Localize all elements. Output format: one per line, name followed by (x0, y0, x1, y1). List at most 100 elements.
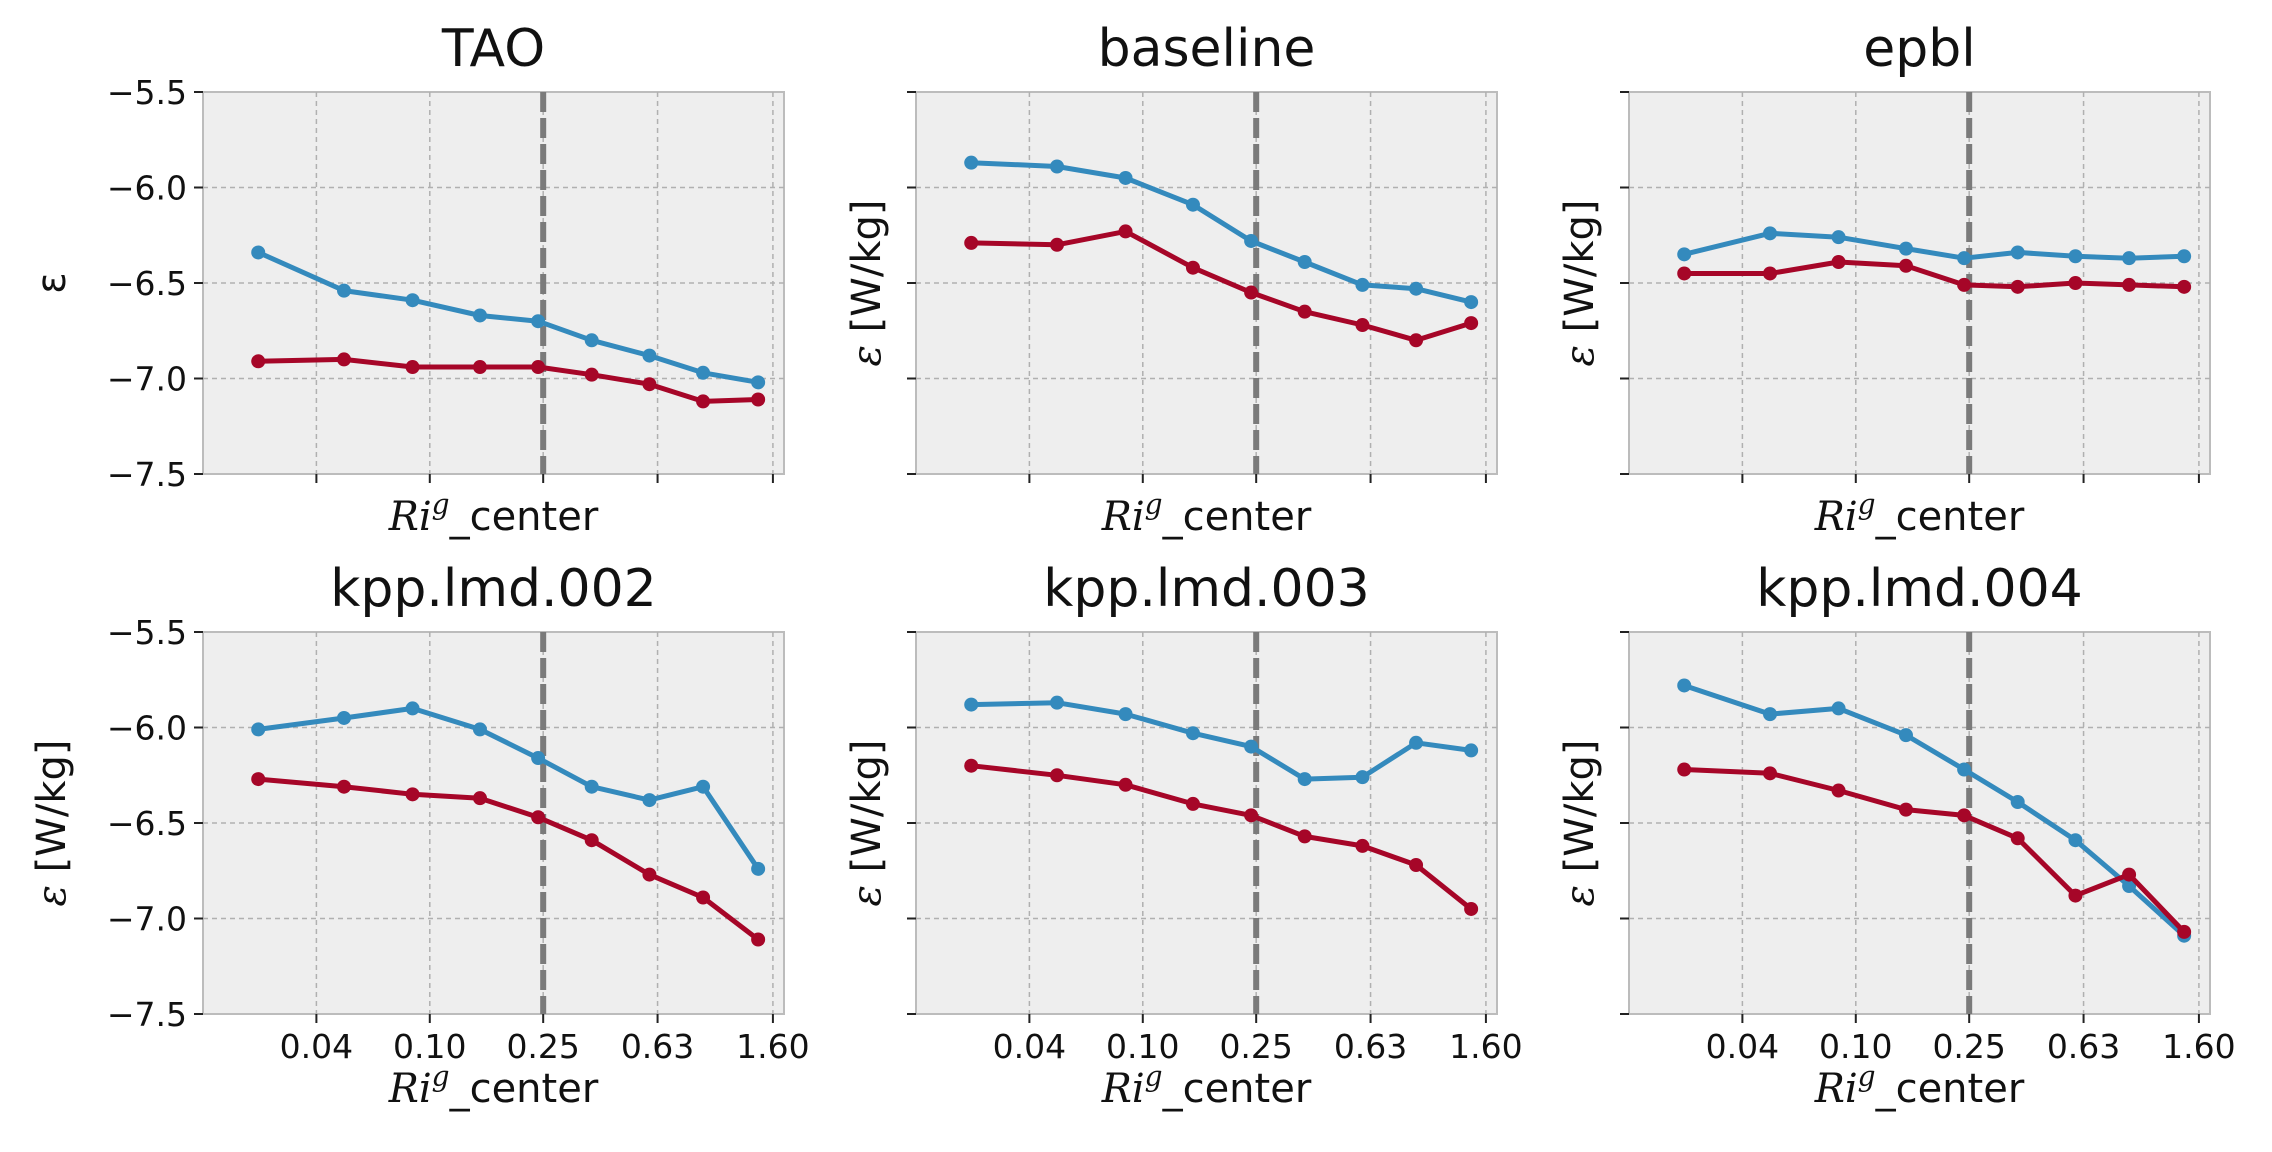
y-axis-label: ε [W/kg] (844, 740, 890, 907)
series-2-point (251, 772, 266, 787)
x-tick-label: 0.63 (2047, 1027, 2120, 1066)
series-1-point (472, 722, 487, 737)
series-2-point (1355, 318, 1370, 333)
x-axis-label: Rig_center (1101, 488, 1312, 540)
x-tick-label: 1.60 (736, 1027, 809, 1066)
x-tick-label: 0.10 (1819, 1027, 1892, 1066)
series-1-point (1957, 762, 1972, 777)
series-1-point (1831, 701, 1846, 716)
series-2-point (1957, 808, 1972, 823)
series-2-point (1185, 260, 1200, 275)
series-1-point (1185, 726, 1200, 741)
series-1-point (1763, 226, 1778, 241)
series-1-point (1297, 772, 1312, 787)
series-2-point (2122, 867, 2137, 882)
series-2-point (1297, 829, 1312, 844)
series-1-point (696, 365, 711, 380)
x-tick-label: 0.25 (1932, 1027, 2005, 1066)
subplot-5: 0.04 0.10 0.25 0.63 1.60 kpp.lmd.003 Rig_cente… (844, 559, 1523, 1112)
x-tick-label: 0.63 (1334, 1027, 1407, 1066)
series-1-point (2122, 251, 2137, 266)
x-axis-label: Rig_center (1814, 488, 2025, 540)
subplot-6: 0.04 0.10 0.25 0.63 1.60 kpp.lmd.004 Rig_cente… (1557, 559, 2236, 1112)
y-tick-label: −7.5 (107, 995, 187, 1034)
series-1-point (405, 701, 420, 716)
series-2-point (696, 890, 711, 905)
y-tick-label: −7.0 (107, 360, 187, 399)
series-2-point (2177, 924, 2192, 939)
series-2-point (1831, 783, 1846, 798)
series-1-point (1244, 233, 1259, 248)
series-1-point (1464, 295, 1479, 310)
series-2-point (1297, 304, 1312, 319)
series-1-point (472, 308, 487, 323)
series-2-point (472, 791, 487, 806)
series-1-point (751, 861, 766, 876)
y-tick-label: −6.5 (107, 264, 187, 303)
series-2-point (405, 360, 420, 375)
x-tick-label: 1.60 (2162, 1027, 2235, 1066)
series-2-point (1898, 258, 1913, 273)
y-axis-label: ε [W/kg] (1557, 740, 1603, 907)
series-1-point (1677, 247, 1692, 262)
series-2-point (2068, 276, 2083, 290)
series-2-point (405, 787, 420, 802)
y-axis-label: ε [W/kg] (1557, 200, 1603, 367)
series-1-point (1898, 241, 1913, 256)
x-tick-label: 0.04 (280, 1027, 353, 1066)
subplot-title: TAO (441, 19, 545, 79)
series-2-point (1118, 224, 1133, 239)
series-1-point (1763, 707, 1778, 722)
y-tick-label: −6.5 (107, 804, 187, 843)
x-axis-label: Rig_center (1814, 1060, 2025, 1112)
series-1-point (1957, 251, 1972, 266)
x-tick-label: 0.25 (1219, 1027, 1292, 1066)
series-2-point (584, 367, 599, 382)
series-1-point (2010, 794, 2025, 809)
series-1-point (2177, 249, 2192, 264)
subplot-4: −5.5 −6.0 −6.5 −7.0 −7.5 0.04 0.10 0.25 0.63 1.60… (29, 559, 810, 1112)
series-1-point (1831, 230, 1846, 245)
series-2-point (1763, 266, 1778, 281)
x-tick-label: 0.63 (621, 1027, 694, 1066)
series-2-point (531, 360, 546, 375)
series-1-point (1244, 739, 1259, 754)
series-1-point (531, 314, 546, 329)
x-tick-label: 0.10 (1106, 1027, 1179, 1066)
y-axis-label: ε [W/kg] (844, 200, 890, 367)
series-1-point (2122, 879, 2137, 894)
y-tick-label: −5.5 (107, 613, 187, 652)
series-1-point (337, 710, 352, 725)
series-1-point (1050, 695, 1065, 710)
series-2-point (1831, 254, 1846, 269)
series-1-point (1185, 197, 1200, 212)
x-axis-label: Rig_center (1101, 1060, 1312, 1112)
y-tick-label: −7.0 (107, 900, 187, 939)
subplot-title: epbl (1863, 19, 1975, 79)
series-1-point (531, 751, 546, 766)
series-1-point (751, 375, 766, 390)
series-1-point (1355, 770, 1370, 785)
series-2-point (1118, 777, 1133, 792)
series-2-point (1185, 796, 1200, 811)
series-2-point (1677, 266, 1692, 281)
series-1-point (251, 245, 266, 260)
x-tick-label: 0.25 (506, 1027, 579, 1066)
series-2-point (964, 235, 979, 250)
series-2-point (1957, 277, 1972, 292)
series-2-point (1409, 858, 1424, 873)
series-2-point (1050, 768, 1065, 783)
series-1-point (964, 155, 979, 170)
series-2-point (1898, 802, 1913, 817)
x-axis-label: Rig_center (388, 488, 599, 540)
series-2-point (1464, 901, 1479, 916)
x-tick-label: 0.04 (1706, 1027, 1779, 1066)
series-2-point (584, 833, 599, 848)
series-2-point (472, 360, 487, 375)
series-1-point (2010, 245, 2025, 260)
series-2-point (642, 377, 657, 392)
subplot-title: kpp.lmd.003 (1043, 559, 1370, 619)
series-1-point (696, 779, 711, 794)
subplot-title: kpp.lmd.002 (330, 559, 657, 619)
